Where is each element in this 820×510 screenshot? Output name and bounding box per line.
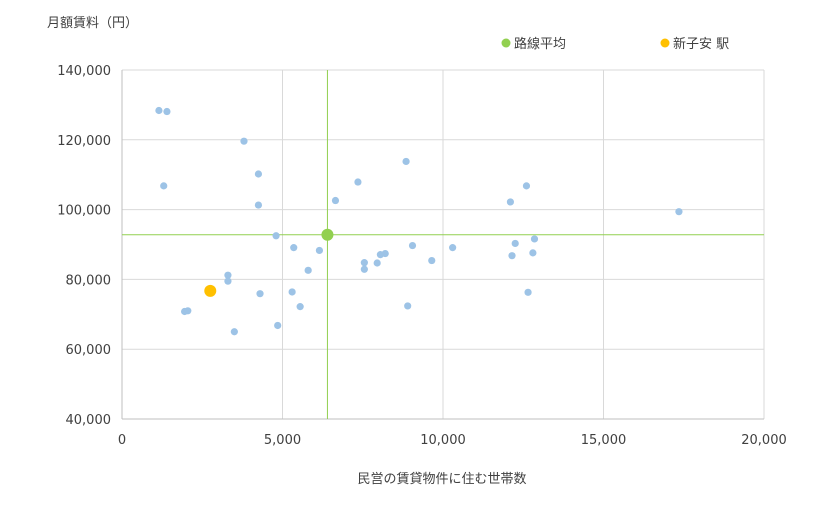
station-point	[408, 241, 417, 250]
station-point	[449, 244, 457, 252]
station-point	[331, 196, 340, 205]
station-point	[288, 288, 296, 296]
station-point	[508, 252, 516, 260]
station-point	[224, 277, 232, 285]
y-tick-label: 80,000	[66, 273, 112, 288]
station-point	[254, 201, 263, 209]
highlight-station-point	[204, 284, 217, 297]
station-point	[155, 106, 163, 115]
x-tick-label: 10,000	[420, 433, 466, 448]
station-point	[506, 198, 515, 206]
station-point	[511, 239, 519, 248]
x-tick-label: 20,000	[741, 433, 787, 448]
station-point	[272, 232, 280, 240]
x-tick-label: 5,000	[264, 433, 301, 448]
legend-station-marker	[660, 38, 670, 48]
average-crosshair	[122, 70, 764, 419]
axes	[121, 70, 764, 420]
station-point	[402, 157, 410, 166]
legend-station-label: 新子安 駅	[673, 36, 729, 52]
x-axis-label: 民営の賃貸物件に住む世帯数	[357, 471, 526, 487]
gridlines	[122, 69, 765, 419]
legend: 路線平均 新子安 駅	[501, 36, 729, 52]
station-point	[360, 259, 368, 267]
legend-average-label: 路線平均	[514, 36, 566, 52]
x-tick-label: 0	[118, 433, 126, 448]
y-tick-labels: 40,000 60,000 80,000 100,000 120,000 140,000	[57, 64, 111, 428]
station-point	[254, 170, 263, 178]
station-point	[296, 303, 304, 311]
station-point	[524, 288, 532, 296]
station-point	[360, 265, 368, 273]
legend-average-marker	[501, 38, 511, 48]
x-tick-label: 15,000	[581, 433, 627, 448]
station-point	[256, 290, 264, 298]
station-point	[522, 182, 531, 190]
station-point	[530, 235, 539, 243]
station-point	[404, 302, 412, 310]
x-tick-labels: 0 5,000 10,000 15,000 20,000	[118, 433, 787, 448]
station-point	[224, 271, 232, 279]
data-points	[155, 106, 683, 336]
station-point	[381, 249, 389, 258]
y-tick-label: 120,000	[57, 134, 111, 149]
station-point	[304, 266, 312, 274]
station-point	[529, 249, 537, 257]
station-point	[240, 137, 248, 145]
station-point	[290, 244, 298, 252]
station-point	[315, 246, 324, 255]
y-tick-label: 100,000	[57, 204, 111, 219]
station-point	[163, 107, 171, 116]
station-point	[354, 178, 362, 186]
station-point	[230, 328, 238, 336]
station-point	[160, 182, 168, 190]
station-point	[428, 256, 436, 265]
station-point	[184, 307, 192, 315]
y-axis-label: 月額賃料（円）	[47, 16, 138, 31]
y-tick-label: 60,000	[66, 343, 112, 358]
station-point	[675, 208, 683, 216]
y-tick-label: 140,000	[57, 64, 111, 79]
average-point	[321, 228, 334, 241]
station-point	[274, 321, 282, 330]
y-tick-label: 40,000	[66, 413, 112, 428]
station-point	[373, 259, 381, 267]
